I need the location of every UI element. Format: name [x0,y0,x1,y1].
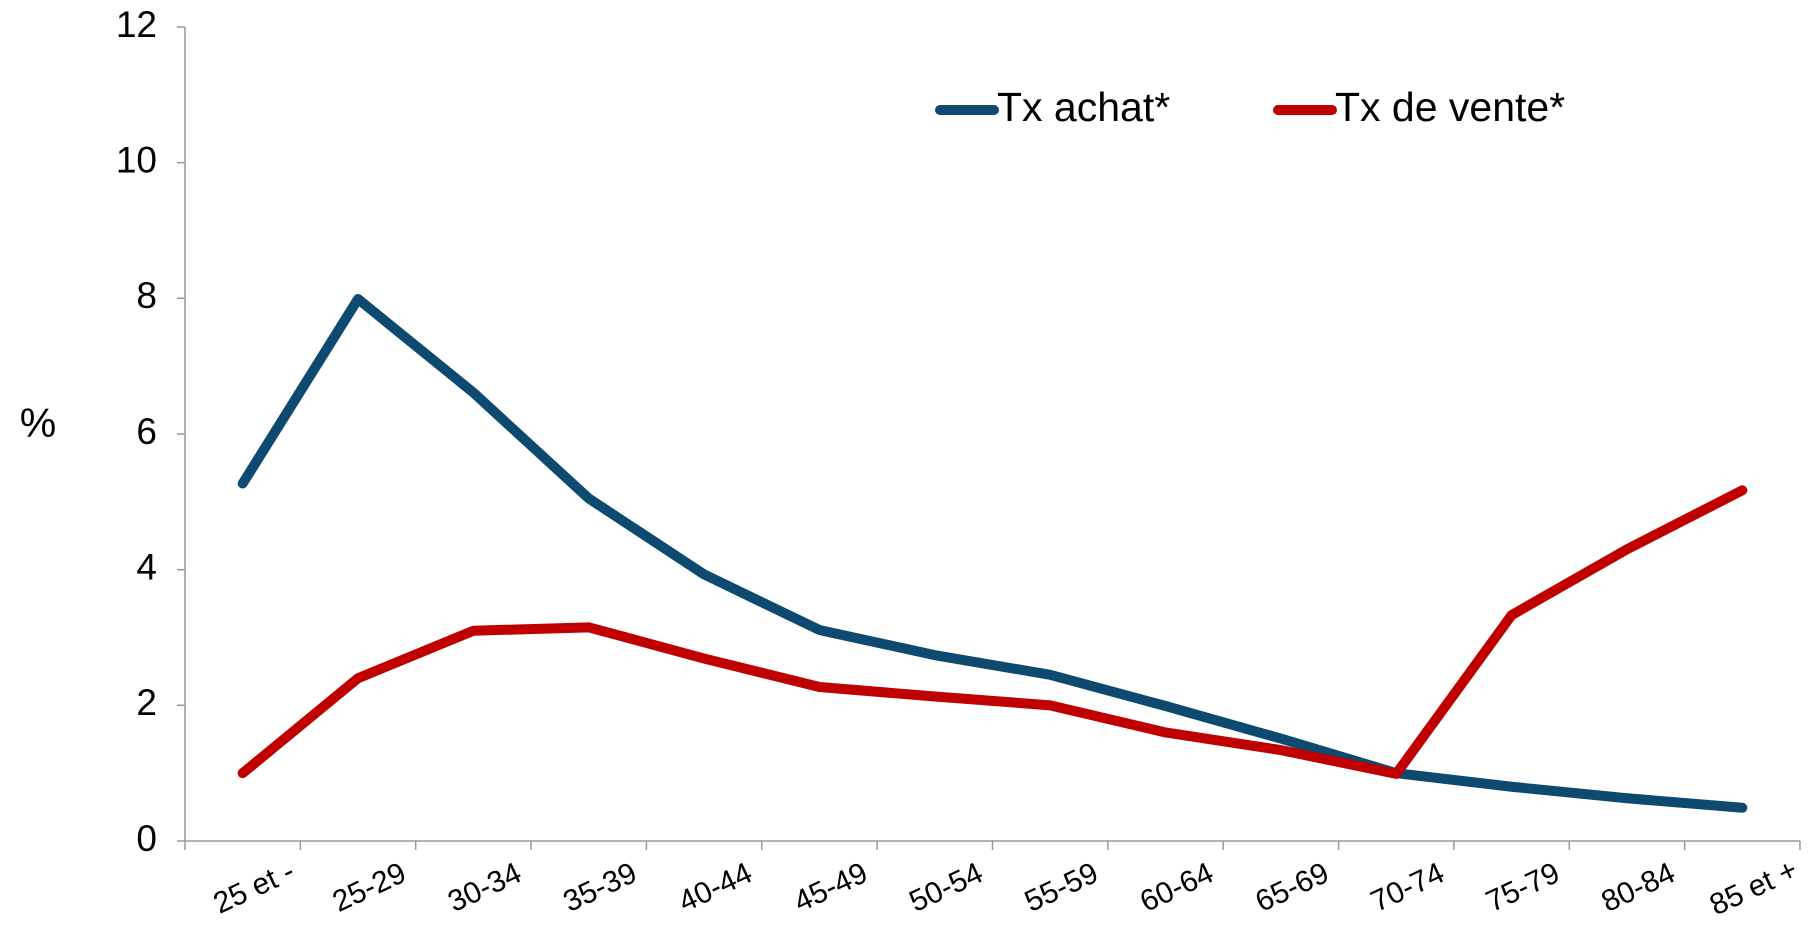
y-tick-label: 8 [136,275,157,316]
x-tick-label: 50-54 [904,856,987,918]
y-tick-label: 10 [116,139,157,180]
x-tick-label: 35-39 [558,856,641,918]
series-line [237,294,1748,813]
y-axis-label: % [20,400,56,446]
x-tick-label: 75-79 [1481,856,1564,918]
x-tick-label: 25-29 [328,856,411,918]
y-tick-label: 2 [136,682,157,723]
x-tick-label: 80-84 [1597,856,1680,918]
x-tick-label: 85 et + [1705,853,1803,922]
x-tick-label: 70-74 [1366,856,1449,918]
x-tick-label: 60-64 [1135,856,1218,918]
y-tick-label: 0 [136,818,157,859]
x-tick-label: 25 et - [208,855,299,921]
x-tick-label: 30-34 [443,856,526,918]
x-tick-label: 40-44 [674,856,757,918]
x-tick-label: 65-69 [1250,856,1333,918]
y-tick-label: 12 [116,4,157,45]
y-tick-label: 6 [136,411,157,452]
series-line [237,485,1748,779]
legend-label: Tx achat* [997,84,1170,130]
x-tick-label: 55-59 [1020,856,1103,918]
y-tick-label: 4 [136,546,157,587]
legend-label: Tx de vente* [1335,84,1565,130]
x-tick-label: 45-49 [789,856,872,918]
